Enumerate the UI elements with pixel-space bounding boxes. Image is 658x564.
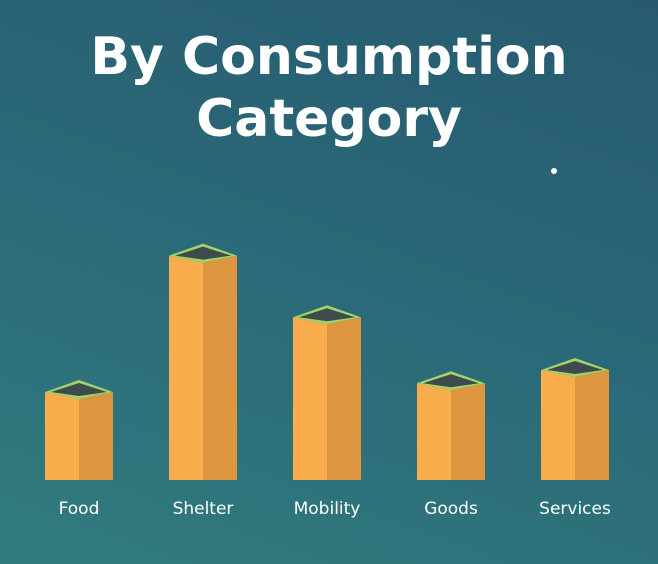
- bar-left-face: [541, 370, 575, 480]
- bar-top-inner: [51, 383, 107, 396]
- decor-dot: [551, 168, 557, 174]
- bar-left-face: [169, 255, 203, 480]
- bar-top-inner: [175, 246, 231, 260]
- chart-title: By Consumption Category: [90, 27, 568, 149]
- bar: [293, 305, 361, 480]
- bar-top-inner: [299, 308, 355, 322]
- x-tick-label: Services: [539, 499, 611, 519]
- bar-right-face: [575, 370, 609, 480]
- bar: [417, 371, 485, 480]
- bar: [169, 243, 237, 480]
- bar-top-inner: [423, 374, 479, 388]
- bar-right-face: [327, 317, 361, 480]
- x-tick-label: Mobility: [294, 499, 361, 519]
- x-tick-label: Shelter: [173, 499, 234, 519]
- bar-right-face: [79, 392, 113, 480]
- x-tick-label: Goods: [424, 499, 478, 519]
- bar-left-face: [417, 383, 451, 480]
- bar: [45, 380, 113, 480]
- x-tick-label: Food: [59, 499, 100, 519]
- bar-left-face: [45, 392, 79, 480]
- bar: [541, 358, 609, 480]
- bar-top-inner: [547, 361, 603, 374]
- bar-right-face: [203, 255, 237, 480]
- bar-left-face: [293, 317, 327, 480]
- bar-right-face: [451, 383, 485, 480]
